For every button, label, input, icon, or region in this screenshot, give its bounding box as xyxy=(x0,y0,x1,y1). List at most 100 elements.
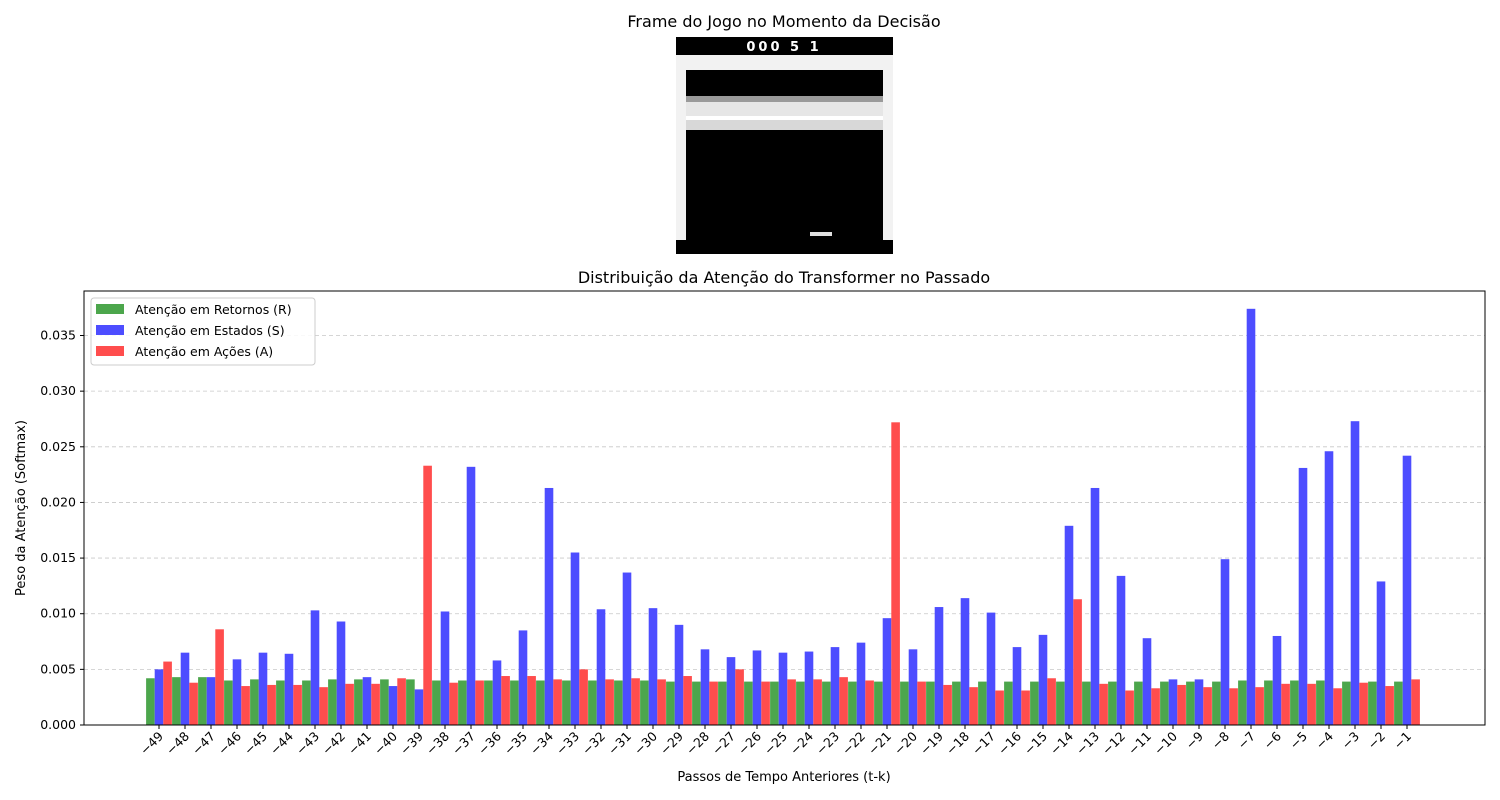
bar-returns xyxy=(718,681,727,725)
bar-actions xyxy=(787,679,796,725)
frame-paddle xyxy=(810,232,832,236)
y-axis: 0.000 0.005 0.010 0.015 0.020 0.025 0.030 0.035 xyxy=(40,328,84,732)
bar-returns xyxy=(1264,680,1273,725)
x-tick-label: −18 xyxy=(943,728,972,757)
bar-actions xyxy=(1307,683,1316,725)
bar-returns xyxy=(328,679,337,725)
bar-actions xyxy=(1255,687,1264,725)
bar-actions xyxy=(1333,688,1342,725)
bar-returns xyxy=(1082,681,1091,725)
bar-actions xyxy=(1385,686,1394,725)
y-tick-label: 0.020 xyxy=(40,494,76,509)
x-tick-label: −12 xyxy=(1099,729,1128,758)
bar-states xyxy=(1402,455,1412,725)
bar-returns xyxy=(744,681,753,725)
bar-actions xyxy=(1021,690,1030,725)
bar-actions xyxy=(735,669,744,725)
bar-actions xyxy=(215,629,224,725)
bar-actions xyxy=(345,683,354,725)
bar-actions xyxy=(943,684,952,725)
bar-returns xyxy=(484,680,493,725)
bar-states xyxy=(570,552,580,725)
x-tick-label: −22 xyxy=(839,729,868,758)
bar-actions xyxy=(371,683,380,725)
bar-actions xyxy=(475,680,484,725)
bar-returns xyxy=(1030,681,1039,725)
bar-states xyxy=(492,660,502,725)
x-tick-label: −13 xyxy=(1073,729,1102,758)
bar-actions xyxy=(1073,599,1082,725)
bar-returns xyxy=(1186,681,1195,725)
x-tick-label: −28 xyxy=(683,728,712,757)
x-tick-label: −2 xyxy=(1364,729,1388,753)
x-axis: −49−48−47−46−45−44−43−42−41−40−39−38−37−… xyxy=(137,725,1414,758)
bar-returns xyxy=(640,680,649,725)
x-tick-label: −45 xyxy=(241,729,270,758)
bar-states xyxy=(908,649,918,725)
bars-group xyxy=(146,308,1420,725)
y-tick-label: 0.030 xyxy=(40,383,76,398)
bar-actions xyxy=(319,687,328,725)
bar-states xyxy=(362,677,372,725)
bar-returns xyxy=(1004,681,1013,725)
bar-states xyxy=(1246,308,1256,725)
bar-actions xyxy=(397,678,406,725)
bar-returns xyxy=(536,680,545,725)
x-tick-label: −4 xyxy=(1312,728,1336,752)
bar-states xyxy=(518,630,528,725)
bar-actions xyxy=(579,669,588,725)
x-tick-label: −1 xyxy=(1390,729,1414,753)
bar-returns xyxy=(666,681,675,725)
legend: Atenção em Retornos (R) Atenção em Estado… xyxy=(90,297,316,366)
bar-returns xyxy=(250,679,259,725)
bar-actions xyxy=(267,684,276,725)
x-tick-label: −48 xyxy=(163,728,192,757)
x-tick-label: −3 xyxy=(1338,729,1362,753)
bar-returns xyxy=(978,681,987,725)
x-tick-label: −16 xyxy=(995,728,1024,757)
bar-states xyxy=(388,686,398,725)
bar-states xyxy=(778,652,788,725)
bar-returns xyxy=(1134,681,1143,725)
x-tick-label: −36 xyxy=(475,728,504,757)
frame-brick-row-white xyxy=(686,116,883,120)
bar-returns xyxy=(1394,681,1403,725)
bar-returns xyxy=(432,680,441,725)
bar-states xyxy=(1168,679,1178,725)
frame-brick-row xyxy=(686,96,883,102)
bar-returns xyxy=(380,679,389,725)
bar-states xyxy=(1298,467,1308,725)
x-tick-label: −29 xyxy=(657,728,686,757)
x-tick-label: −40 xyxy=(371,728,400,757)
x-tick-label: −7 xyxy=(1234,729,1258,753)
x-tick-label: −39 xyxy=(397,728,426,757)
bar-states xyxy=(258,652,268,725)
bar-actions xyxy=(605,679,614,725)
bar-returns xyxy=(510,680,519,725)
bar-states xyxy=(154,669,164,725)
bar-states xyxy=(180,652,190,725)
bar-returns xyxy=(770,681,779,725)
bar-actions xyxy=(1125,690,1134,725)
bar-states xyxy=(1220,559,1230,725)
x-tick-label: −30 xyxy=(631,728,660,757)
bar-actions xyxy=(657,679,666,725)
bar-actions xyxy=(761,681,770,725)
bar-actions xyxy=(839,677,848,725)
bar-actions xyxy=(917,681,926,725)
bar-states xyxy=(752,650,762,725)
legend-swatch xyxy=(96,346,124,356)
bar-returns xyxy=(172,677,181,725)
frame-play-area xyxy=(686,130,883,240)
legend-label: Atenção em Ações (A) xyxy=(135,344,273,359)
bar-states xyxy=(934,607,944,725)
legend-swatch xyxy=(96,325,124,335)
bar-returns xyxy=(1108,681,1117,725)
bar-actions xyxy=(1151,688,1160,725)
x-tick-label: −23 xyxy=(813,729,842,758)
y-tick-label: 0.015 xyxy=(40,550,76,565)
bar-actions xyxy=(631,678,640,725)
bar-actions xyxy=(163,661,172,725)
legend-swatch xyxy=(96,304,124,314)
bar-returns xyxy=(614,680,623,725)
